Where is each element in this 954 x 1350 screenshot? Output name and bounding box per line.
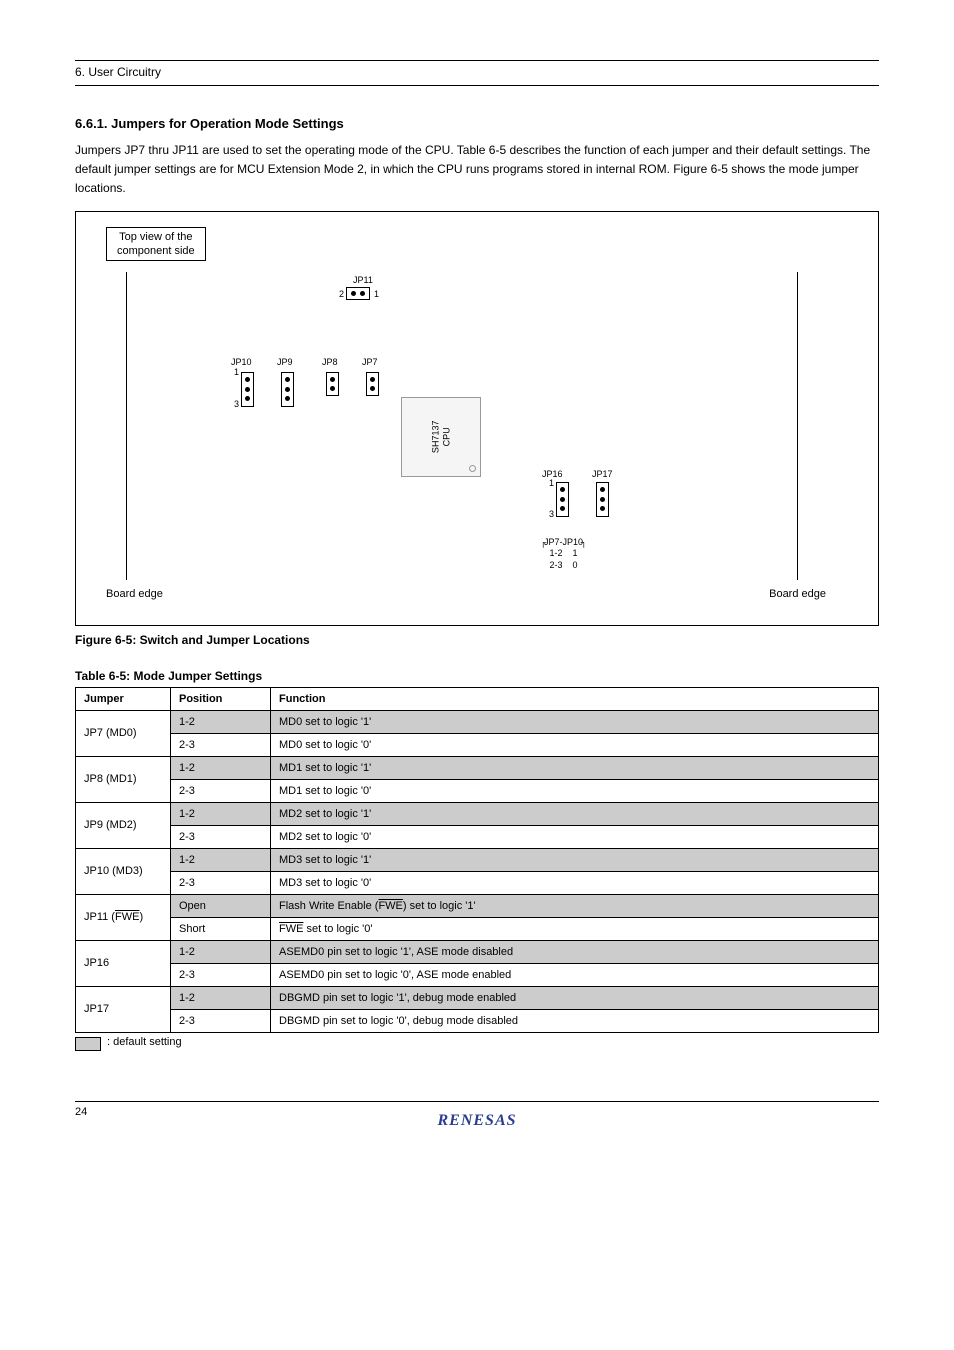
cell-position: Open: [171, 894, 271, 917]
jumper-jp17: [596, 482, 609, 517]
cell-function: MD1 set to logic '1': [271, 756, 879, 779]
figure-caption: Figure 6-5: Switch and Jumper Locations: [75, 633, 879, 647]
cell-position: 1-2: [171, 940, 271, 963]
cell-jumper: JP8 (MD1): [76, 756, 171, 802]
board-edge-right-label: Board edge: [769, 588, 826, 600]
note-text: : default setting: [107, 1036, 182, 1048]
table-row: JP9 (MD2)1-2MD2 set to logic '1': [76, 802, 879, 825]
cell-function: Flash Write Enable (FWE) set to logic '1…: [271, 894, 879, 917]
board-edge-left-line: [126, 272, 127, 580]
cell-position: 1-2: [171, 756, 271, 779]
cell-function: MD0 set to logic '0': [271, 733, 879, 756]
jp16-bot-num: 3: [549, 510, 554, 519]
jp10-bot-num: 3: [234, 400, 239, 409]
note-swatch: [75, 1037, 101, 1051]
jp9-label: JP9: [277, 358, 293, 367]
jumper-jp11: [346, 287, 370, 300]
cell-function: DBGMD pin set to logic '1', debug mode e…: [271, 986, 879, 1009]
cell-function: DBGMD pin set to logic '0', debug mode d…: [271, 1009, 879, 1032]
cell-function: ASEMD0 pin set to logic '1', ASE mode di…: [271, 940, 879, 963]
cell-function: MD3 set to logic '0': [271, 871, 879, 894]
cell-position: 1-2: [171, 986, 271, 1009]
cell-position: 1-2: [171, 710, 271, 733]
table-header-row: Jumper Position Function: [76, 687, 879, 710]
table-row: JP10 (MD3)1-2MD3 set to logic '1': [76, 848, 879, 871]
table-row: JP7 (MD0)1-2MD0 set to logic '1': [76, 710, 879, 733]
cell-position: 1-2: [171, 802, 271, 825]
col-function: Function: [271, 687, 879, 710]
jumper-table: Jumper Position Function JP7 (MD0)1-2MD0…: [75, 687, 879, 1033]
cell-position: 2-3: [171, 871, 271, 894]
cell-jumper: JP9 (MD2): [76, 802, 171, 848]
cell-position: 2-3: [171, 825, 271, 848]
footer: 24 RENESAS: [75, 1101, 879, 1118]
table-row: 2-3ASEMD0 pin set to logic '0', ASE mode…: [76, 963, 879, 986]
cell-jumper: JP10 (MD3): [76, 848, 171, 894]
table-row: JP161-2ASEMD0 pin set to logic '1', ASE …: [76, 940, 879, 963]
jumper-jp7: [366, 372, 379, 396]
jumper-jp10: [241, 372, 254, 407]
section-heading: Jumpers for Operation Mode Settings: [111, 116, 344, 131]
cell-function: MD1 set to logic '0': [271, 779, 879, 802]
jp11-label: JP11: [353, 276, 373, 285]
page-container: 6. User Circuitry 6.6.1. Jumpers for Ope…: [0, 0, 954, 1158]
cell-position: 1-2: [171, 848, 271, 871]
cpu-chip: SH7137 CPU: [401, 397, 481, 477]
renesas-logo: RENESAS: [437, 1112, 516, 1130]
cell-function: MD2 set to logic '1': [271, 802, 879, 825]
table-row: 2-3MD2 set to logic '0': [76, 825, 879, 848]
diagram-area: Board edge Board edge JP11 2 1 1 JP10 3 …: [126, 272, 798, 595]
cell-function: FWE set to logic '0': [271, 917, 879, 940]
section-title: 6.6.1. Jumpers for Operation Mode Settin…: [75, 116, 879, 131]
cell-function: MD2 set to logic '0': [271, 825, 879, 848]
jp17-label: JP17: [592, 470, 613, 479]
table-row: ShortFWE set to logic '0': [76, 917, 879, 940]
board-edge-right-line: [797, 272, 798, 580]
col-position: Position: [171, 687, 271, 710]
jp7-label: JP7: [362, 358, 378, 367]
table-note: : default setting: [75, 1036, 879, 1051]
table-caption: Table 6-5: Mode Jumper Settings: [75, 669, 879, 683]
jp11-right-num: 1: [374, 290, 379, 299]
table-row: 2-3DBGMD pin set to logic '0', debug mod…: [76, 1009, 879, 1032]
section-body: Jumpers JP7 thru JP11 are used to set th…: [75, 141, 879, 199]
jp16-top-num: 1: [549, 479, 554, 488]
table-row: JP171-2DBGMD pin set to logic '1', debug…: [76, 986, 879, 1009]
jumper-jp8: [326, 372, 339, 396]
table-row: 2-3MD3 set to logic '0': [76, 871, 879, 894]
cell-function: MD3 set to logic '1': [271, 848, 879, 871]
table-row: JP11 (FWE)OpenFlash Write Enable (FWE) s…: [76, 894, 879, 917]
cell-function: ASEMD0 pin set to logic '0', ASE mode en…: [271, 963, 879, 986]
jp11-left-num: 2: [339, 290, 344, 299]
cell-position: 2-3: [171, 733, 271, 756]
cell-position: 2-3: [171, 779, 271, 802]
section-number: 6.6.1.: [75, 116, 108, 131]
cell-position: Short: [171, 917, 271, 940]
chapter-header: 6. User Circuitry: [75, 65, 879, 86]
cell-position: 2-3: [171, 963, 271, 986]
figure-box: Top view of the component side Board edg…: [75, 211, 879, 626]
table-row: JP8 (MD1)1-2MD1 set to logic '1': [76, 756, 879, 779]
cpu-pin1-dot: [469, 465, 476, 472]
board-edge-left-label: Board edge: [106, 588, 163, 600]
cell-jumper: JP17: [76, 986, 171, 1032]
jp8-label: JP8: [322, 358, 338, 367]
cell-jumper: JP7 (MD0): [76, 710, 171, 756]
jumper-jp16: [556, 482, 569, 517]
cpu-label: SH7137 CPU: [430, 420, 452, 453]
table-row: 2-3MD0 set to logic '0': [76, 733, 879, 756]
header-top-rule: [75, 60, 879, 61]
component-side-label: Top view of the component side: [106, 227, 206, 262]
col-jumper: Jumper: [76, 687, 171, 710]
table-row: 2-3MD1 set to logic '0': [76, 779, 879, 802]
jp10-top-num: 1: [234, 368, 239, 377]
cell-function: MD0 set to logic '1': [271, 710, 879, 733]
cell-position: 2-3: [171, 1009, 271, 1032]
cell-jumper: JP16: [76, 940, 171, 986]
jp10-label: JP10: [231, 358, 252, 367]
cell-jumper: JP11 (FWE): [76, 894, 171, 940]
jumper-jp9: [281, 372, 294, 407]
jp-legend: ┌ JP7-JP10 ┐ 1-2 1 2-3 0: [544, 537, 583, 572]
